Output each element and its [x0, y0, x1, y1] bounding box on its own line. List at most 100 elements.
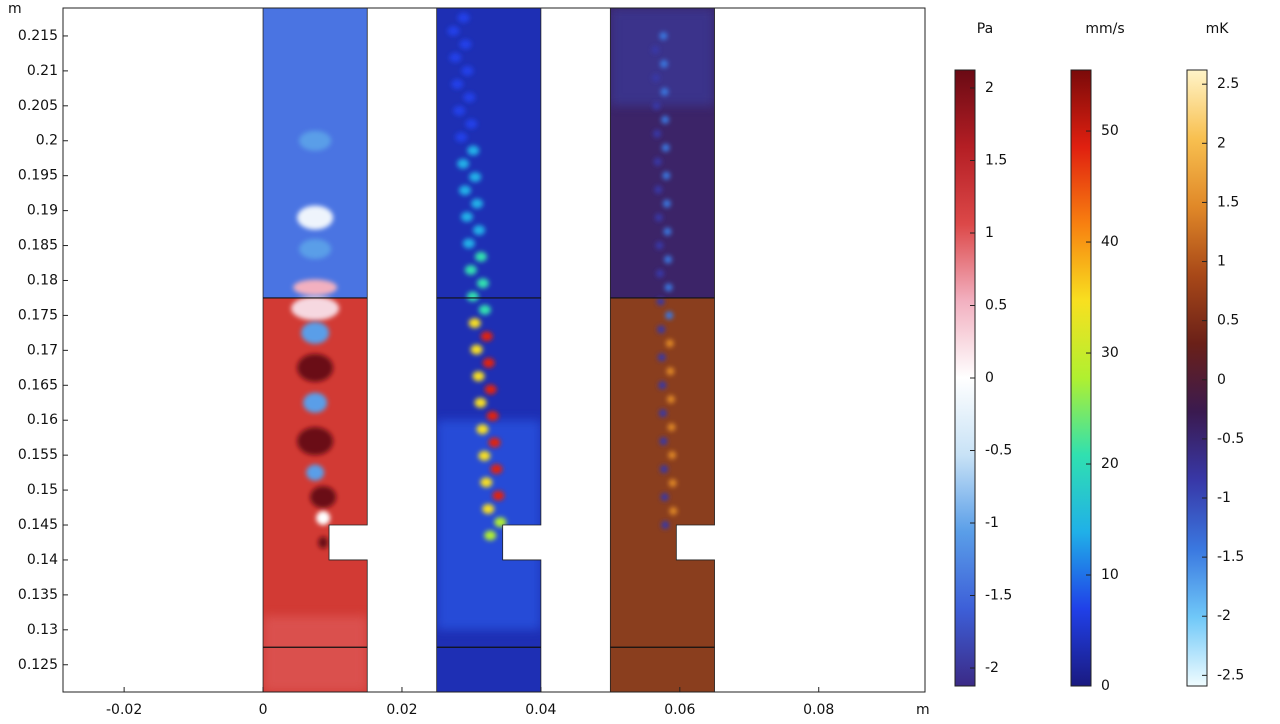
field-feature: [476, 278, 489, 289]
x-tick-label: 0.02: [386, 702, 417, 718]
field-feature: [451, 79, 464, 90]
field-feature: [660, 87, 669, 96]
colorbar-tick-label: 0.5: [1217, 313, 1239, 329]
colorbar-unit: mK: [1206, 21, 1230, 37]
colorbar-tick-label: 1: [985, 225, 994, 241]
field-feature: [658, 381, 667, 390]
y-tick-label: 0.13: [27, 622, 58, 638]
field-feature: [662, 171, 671, 180]
y-tick-label: 0.125: [18, 657, 58, 673]
y-tick-label: 0.16: [27, 412, 58, 428]
y-tick-label: 0.205: [18, 98, 58, 114]
colorbar-tick-label: 0: [985, 370, 994, 386]
field-feature: [658, 409, 667, 418]
field-feature: [484, 384, 497, 395]
field-feature: [465, 118, 478, 129]
x-tick-label: 0.04: [525, 702, 556, 718]
field-feature: [659, 31, 668, 40]
y-tick-label: 0.17: [27, 342, 58, 358]
field-feature: [299, 239, 332, 260]
colorbar-tick-label: -1.5: [985, 588, 1012, 604]
field-feature: [478, 450, 491, 461]
y-tick-label: 0.175: [18, 307, 58, 323]
field-feature: [656, 269, 665, 278]
field-feature: [659, 437, 668, 446]
field-feature: [484, 530, 497, 541]
field-feature: [303, 392, 328, 413]
y-tick-label: 0.195: [18, 168, 58, 184]
field-feature: [310, 486, 337, 509]
field-feature: [297, 427, 334, 456]
field-feature: [457, 12, 470, 23]
field-feature: [474, 397, 487, 408]
field-feature: [466, 291, 479, 302]
y-tick-label: 0.14: [27, 552, 58, 568]
colorbar-tick-label: 50: [1101, 123, 1119, 139]
field-feature: [661, 143, 670, 152]
field-feature: [488, 437, 501, 448]
colorbar-tick-label: 30: [1101, 345, 1119, 361]
field-feature: [460, 211, 473, 222]
field-feature: [665, 311, 674, 320]
colorbar-tick-label: 2.5: [1217, 76, 1239, 92]
field-feature: [293, 279, 338, 296]
colorbar-tick-label: 1: [1217, 254, 1226, 270]
colorbar-tick-label: 0: [1217, 372, 1226, 388]
colorbar-tick-label: 0: [1101, 678, 1110, 694]
colorbar-tick-label: -1: [1217, 490, 1231, 506]
field-feature: [478, 304, 491, 315]
field-feature: [316, 511, 331, 526]
field-feature: [299, 130, 332, 151]
field-feature: [482, 503, 495, 514]
field-feature: [651, 45, 660, 54]
colorbar-tick-label: 0.5: [985, 297, 1007, 313]
field-feature: [459, 39, 472, 50]
colorbar-tick-label: -0.5: [1217, 431, 1244, 447]
field-feature: [306, 464, 325, 481]
field-feature: [453, 105, 466, 116]
colorbar-tick-label: -2: [1217, 608, 1231, 624]
field-feature: [464, 265, 477, 276]
field-feature: [667, 423, 676, 432]
field-feature: [449, 52, 462, 63]
y-tick-label: 0.145: [18, 517, 58, 533]
colorbar-unit: mm/s: [1085, 21, 1124, 37]
y-tick-label: 0.165: [18, 377, 58, 393]
colorbar: [1070, 69, 1092, 687]
y-unit: m: [8, 1, 22, 17]
field-domain: [610, 8, 715, 692]
field-feature: [474, 251, 487, 262]
field-feature: [669, 507, 678, 516]
field-domain: [436, 8, 541, 692]
field-feature: [297, 353, 334, 382]
field-feature: [655, 241, 664, 250]
field-feature: [660, 465, 669, 474]
field-feature: [657, 353, 666, 362]
field-feature: [476, 424, 489, 435]
colorbar-tick-label: -2: [985, 660, 999, 676]
field-feature: [664, 283, 673, 292]
field-feature: [468, 318, 481, 329]
field-feature: [651, 73, 660, 82]
y-tick-label: 0.135: [18, 587, 58, 603]
y-tick-label: 0.185: [18, 238, 58, 254]
x-tick-label: 0.06: [664, 702, 695, 718]
field-feature: [480, 331, 493, 342]
field-feature: [665, 339, 674, 348]
colorbar: [1186, 69, 1208, 687]
y-tick-label: 0.21: [27, 63, 58, 79]
colorbar-tick-label: 10: [1101, 567, 1119, 583]
field-feature: [457, 158, 470, 169]
field-feature: [492, 490, 505, 501]
field-feature: [652, 101, 661, 110]
field-feature: [472, 371, 485, 382]
y-tick-label: 0.18: [27, 272, 58, 288]
colorbar-tick-label: 1.5: [985, 152, 1007, 168]
field-feature: [668, 451, 677, 460]
colorbar-tick-label: 40: [1101, 234, 1119, 250]
field-feature: [653, 157, 662, 166]
field-domain: [263, 8, 368, 692]
field-feature: [291, 296, 340, 321]
field-feature: [471, 198, 484, 209]
